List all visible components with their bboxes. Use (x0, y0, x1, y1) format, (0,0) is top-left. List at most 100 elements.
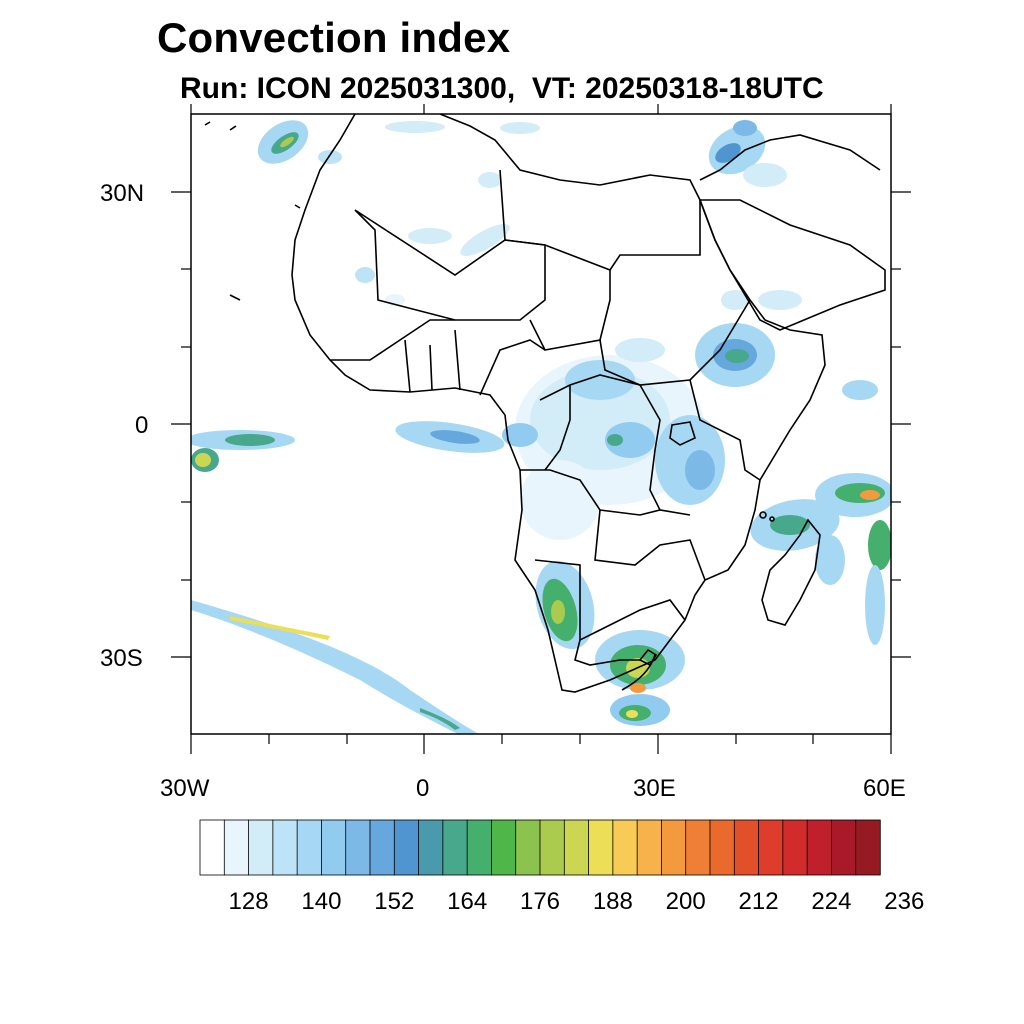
convection-cell (280, 136, 294, 148)
country-border (594, 509, 706, 581)
colorbar-swatch (296, 819, 323, 876)
lat-label-30n: 30N (100, 180, 145, 207)
country-border (539, 374, 641, 401)
colorbar-swatch (782, 819, 808, 876)
convection-cell (385, 121, 445, 133)
colorbar-swatch (806, 819, 833, 876)
convection-cell (195, 453, 211, 467)
colorbar-swatch (515, 819, 541, 876)
country-border (544, 385, 571, 471)
lon-label-60e: 60E (863, 775, 906, 802)
convection-cell (815, 535, 845, 585)
convection-cell (743, 163, 787, 187)
madagascar-coastline (761, 518, 821, 626)
convection-cell (607, 434, 623, 446)
island (204, 121, 301, 301)
convection-cell (605, 422, 655, 458)
convection-cell (408, 228, 452, 244)
levant-coastline (699, 134, 881, 181)
colorbar-swatch (612, 819, 638, 876)
convection-cell (551, 600, 565, 624)
colorbar-swatch (685, 819, 711, 876)
country-border (529, 270, 611, 351)
convection-cell (420, 708, 460, 730)
coastlines-borders (204, 114, 886, 693)
colorbar-label: 212 (738, 888, 779, 915)
convection-cell (725, 349, 749, 363)
convection-cell (191, 600, 479, 734)
convection-cell (630, 683, 646, 693)
convection-cell (318, 150, 342, 164)
axis-ticks (171, 104, 911, 754)
lat-label-30s: 30S (100, 645, 143, 672)
colorbar (199, 819, 881, 876)
country-border (534, 559, 686, 642)
colorbar-swatch (491, 819, 517, 876)
colorbar-swatch (223, 819, 250, 876)
convection-cell (860, 490, 880, 500)
island (769, 516, 775, 522)
island (759, 511, 767, 519)
colorbar-swatch (466, 819, 493, 876)
colorbar-swatch (393, 819, 420, 876)
colorbar-swatch (855, 819, 881, 876)
convection-cell (842, 380, 878, 400)
colorbar-label: 140 (301, 888, 342, 915)
colorbar-label: 188 (592, 888, 633, 915)
colorbar-swatch (418, 819, 444, 876)
convection-cell (355, 267, 375, 283)
country-border (479, 339, 546, 396)
colorbar-swatch (563, 819, 590, 876)
colorbar-swatch (636, 819, 663, 876)
convection-field (191, 120, 891, 734)
convection-cell (478, 172, 502, 188)
convection-cell (430, 430, 480, 444)
country-border (354, 209, 546, 321)
lon-label-30w: 30W (160, 775, 210, 802)
colorbar-swatch (539, 819, 565, 876)
convection-cell (770, 515, 810, 535)
convection-cell (520, 460, 600, 540)
colorbar-swatch (369, 819, 395, 876)
convection-cell (460, 223, 510, 257)
convection-cell (502, 423, 538, 447)
map-subtitle: Run: ICON 2025031300, VT: 20250318-18UTC (180, 72, 824, 105)
map-title: Convection index (157, 14, 511, 61)
colorbar-swatch (588, 819, 614, 876)
colorbar-swatch (733, 819, 760, 876)
arabia-coastline (698, 199, 886, 331)
colorbar-swatch (758, 819, 784, 876)
country-border (404, 329, 461, 393)
country-border (689, 379, 761, 481)
lake-victoria (669, 421, 696, 446)
country-border (621, 654, 656, 691)
colorbar-swatch (272, 819, 298, 876)
colorbar-label: 152 (374, 888, 415, 915)
lat-label-0: 0 (135, 412, 149, 439)
colorbar-label: 224 (811, 888, 852, 915)
convection-cell (626, 710, 638, 718)
convection-cell (865, 565, 885, 645)
convection-cell (500, 122, 540, 134)
colorbar-label: 176 (519, 888, 561, 915)
colorbar-swatch (661, 819, 687, 876)
colorbar-label: 236 (884, 888, 925, 915)
country-border (599, 299, 751, 386)
colorbar-swatch (248, 819, 274, 876)
convection-cell (685, 450, 715, 490)
colorbar-label: 164 (447, 888, 488, 915)
lon-label-0: 0 (416, 775, 430, 802)
convection-cell (615, 338, 665, 362)
colorbar-swatch (831, 819, 857, 876)
convection-cell (721, 290, 749, 310)
convection-cell (868, 520, 891, 570)
colorbar-swatch (199, 819, 225, 876)
colorbar-label: 200 (665, 888, 706, 915)
colorbar-label: 128 (228, 888, 269, 915)
convection-cell (733, 120, 757, 136)
country-border (574, 639, 640, 666)
convection-cell (565, 360, 635, 400)
colorbar-swatch (442, 819, 468, 876)
colorbar-swatch (321, 819, 347, 876)
